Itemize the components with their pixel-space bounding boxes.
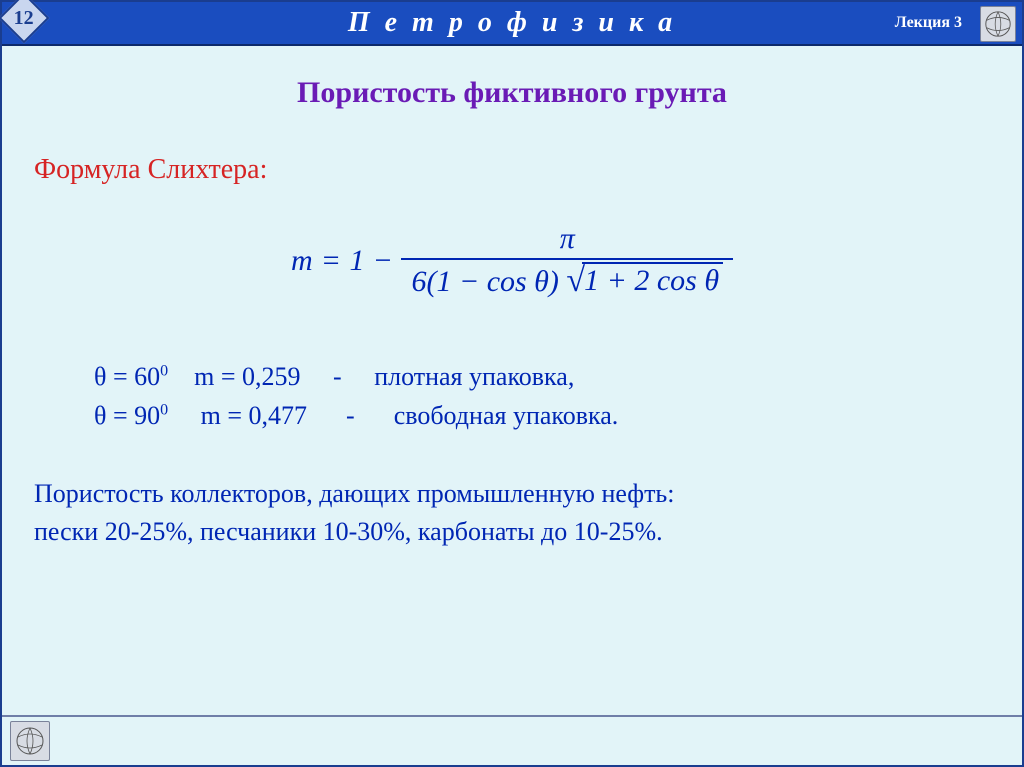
case1-desc: плотная упаковка, <box>374 362 574 391</box>
case1-m: m = 0,259 <box>194 362 300 391</box>
header-title: П е т р о ф и з и к а <box>2 7 1022 39</box>
denominator-pre: 6(1 − cos θ) <box>411 265 558 298</box>
case2-theta: θ = 90 <box>94 401 160 430</box>
formula-denominator: 6(1 − cos θ) √ 1 + 2 cos θ <box>401 260 733 301</box>
body-line-2: пески 20-25%, песчаники 10-30%, карбонат… <box>34 513 990 551</box>
case-line-2: θ = 900 m = 0,477 - свободная упаковка. <box>94 396 990 435</box>
header-bar: 12 П е т р о ф и з и к а Лекция 3 <box>2 2 1022 46</box>
slide: 12 П е т р о ф и з и к а Лекция 3 Порист… <box>0 0 1024 767</box>
formula-const: 1 <box>350 244 365 278</box>
case2-desc: свободная упаковка. <box>394 401 619 430</box>
case-line-1: θ = 600 m = 0,259 - плотная упаковка, <box>94 357 990 396</box>
radicand: 1 + 2 cos θ <box>582 262 723 298</box>
case1-theta: θ = 60 <box>94 362 160 391</box>
slichter-formula: m = 1 − π 6(1 − cos θ) √ 1 + 2 cos θ <box>34 220 990 301</box>
globe-icon <box>10 721 50 761</box>
content-area: Пористость фиктивного грунта Формула Сли… <box>2 46 1022 765</box>
square-root: √ 1 + 2 cos θ <box>566 262 723 298</box>
formula-numerator: π <box>550 220 585 258</box>
footer-bar <box>2 715 1022 765</box>
page-number: 12 <box>14 7 34 30</box>
globe-icon <box>980 6 1016 42</box>
formula-equals: = <box>323 244 340 278</box>
body-text: Пористость коллекторов, дающих промышлен… <box>34 475 990 550</box>
body-line-1: Пористость коллекторов, дающих промышлен… <box>34 475 990 513</box>
case1-sup: 0 <box>160 362 168 379</box>
section-title: Пористость фиктивного грунта <box>34 76 990 110</box>
lecture-label: Лекция 3 <box>895 14 962 32</box>
case2-m: m = 0,477 <box>201 401 307 430</box>
formula-label: Формула Слихтера: <box>34 154 990 186</box>
case2-sup: 0 <box>160 401 168 418</box>
formula-minus: − <box>375 244 392 278</box>
formula-lhs: m <box>291 244 313 278</box>
cases-block: θ = 600 m = 0,259 - плотная упаковка, θ … <box>94 357 990 435</box>
formula-fraction: π 6(1 − cos θ) √ 1 + 2 cos θ <box>401 220 733 301</box>
